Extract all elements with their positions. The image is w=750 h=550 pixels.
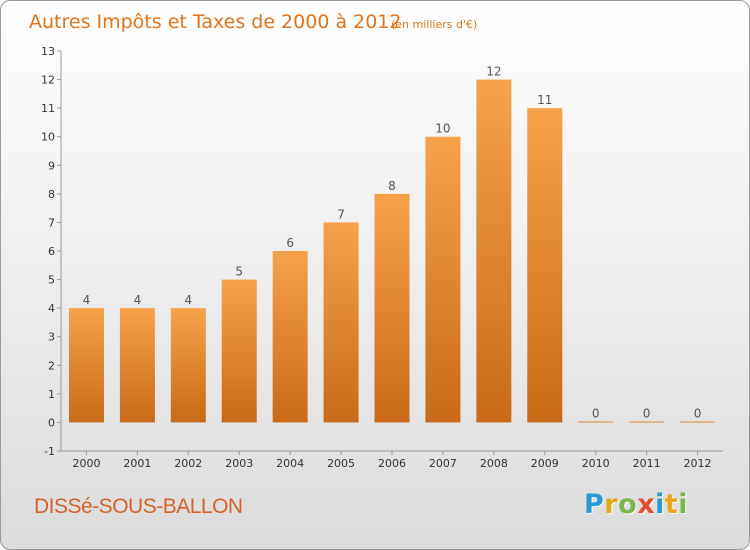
bar-value-label: 10 — [435, 122, 450, 136]
bar-value-label: 5 — [235, 265, 243, 279]
bar — [68, 308, 104, 423]
bar-value-label: 4 — [134, 293, 142, 307]
bar-value-label: 6 — [286, 236, 294, 250]
y-tick-label: 7 — [48, 216, 55, 229]
x-tick-label: 2007 — [429, 457, 457, 470]
x-tick-label: 2010 — [582, 457, 610, 470]
commune-name: DISSé-SOUS-BALLON — [34, 495, 243, 518]
y-tick-label: 9 — [48, 159, 55, 172]
bar-value-label: 12 — [486, 65, 501, 79]
x-tick-label: 2000 — [72, 457, 100, 470]
y-tick-label: 12 — [41, 74, 55, 87]
y-tick-label: -1 — [44, 445, 55, 458]
y-tick-label: 4 — [48, 302, 55, 315]
y-tick-label: 3 — [48, 331, 55, 344]
bar — [680, 421, 716, 423]
logo-letter: r — [604, 489, 619, 520]
bar — [374, 193, 410, 423]
x-tick-label: 2004 — [276, 457, 304, 470]
bar — [629, 421, 665, 423]
logo-letter: i — [678, 489, 689, 520]
logo-letter: P — [584, 489, 605, 520]
y-tick-label: 5 — [48, 274, 55, 287]
bar — [119, 308, 155, 423]
y-tick-label: 11 — [41, 102, 55, 115]
chart-title: Autres Impôts et Taxes de 2000 à 2012 — [29, 11, 402, 33]
y-tick-label: 13 — [41, 45, 55, 58]
bar — [221, 279, 257, 423]
bar-value-label: 11 — [537, 93, 552, 107]
bar-value-label: 4 — [184, 293, 192, 307]
x-tick-label: 2005 — [327, 457, 355, 470]
bar — [272, 251, 308, 423]
y-tick-label: 8 — [48, 188, 55, 201]
y-tick-label: 1 — [48, 388, 55, 401]
bar — [578, 421, 614, 423]
logo-letter: t — [664, 489, 679, 520]
bar-value-label: 8 — [388, 179, 396, 193]
logo-letter: x — [637, 489, 656, 520]
logo-letter: i — [655, 489, 665, 520]
y-tick-label: 10 — [41, 131, 55, 144]
chart-subtitle: (en milliers d'€) — [391, 18, 477, 31]
bar-value-label: 7 — [337, 207, 345, 221]
bar-value-label: 0 — [694, 406, 702, 420]
y-tick-label: 2 — [48, 359, 55, 372]
bar-value-label: 0 — [592, 406, 600, 420]
x-tick-label: 2003 — [225, 457, 253, 470]
x-tick-label: 2002 — [174, 457, 202, 470]
bar — [170, 308, 206, 423]
x-tick-label: 2001 — [123, 457, 151, 470]
y-tick-label: 6 — [48, 245, 55, 258]
x-tick-label: 2012 — [684, 457, 712, 470]
x-tick-label: 2009 — [531, 457, 559, 470]
x-tick-label: 2008 — [480, 457, 508, 470]
bar-value-label: 0 — [643, 406, 651, 420]
y-tick-label: 0 — [48, 416, 55, 429]
bar — [425, 136, 461, 423]
logo-letter: o — [618, 489, 638, 520]
x-tick-label: 2006 — [378, 457, 406, 470]
bar-value-label: 4 — [83, 293, 91, 307]
x-tick-label: 2011 — [633, 457, 661, 470]
bar — [323, 222, 359, 423]
proxiti-logo: Proxiti — [584, 489, 688, 520]
bar — [527, 108, 563, 423]
bar — [476, 79, 512, 423]
